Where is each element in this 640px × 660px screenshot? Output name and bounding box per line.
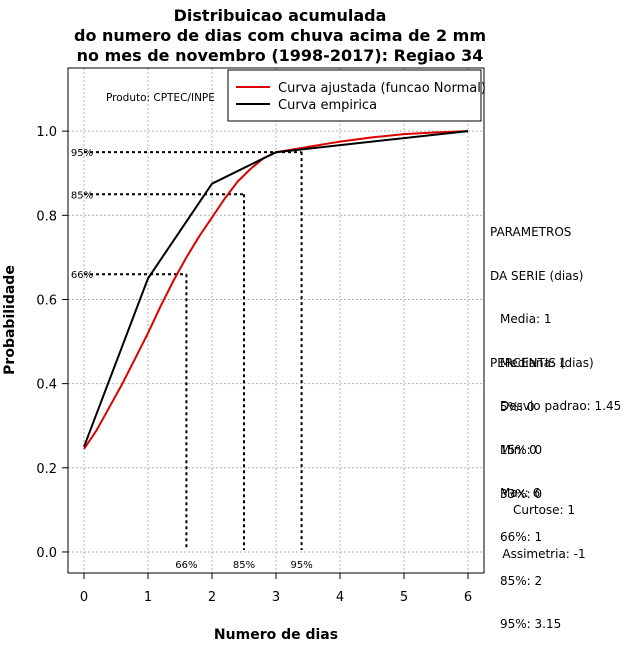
y-tick-label: 1.0: [36, 125, 57, 140]
parameters-heading-1: PARAMETROS: [490, 225, 572, 239]
shape-stats-block: Curtose: 1 Assimetria: -1: [496, 474, 592, 576]
percentile-label-left: 66%: [71, 270, 93, 281]
chart-title: Distribuicao acumulada do numero de dias…: [0, 6, 560, 66]
percentile-label-bottom: 85%: [233, 560, 255, 571]
percentile-label-bottom: 66%: [175, 560, 197, 571]
assimetria-value: Assimetria: -1: [502, 546, 586, 561]
x-axis-label: Numero de dias: [214, 627, 338, 643]
percentile-33: 33%: 0: [500, 486, 543, 501]
percentile-5: 5%: 0: [500, 399, 535, 414]
parameters-block: PARAMETROS DA SERIE (dias) Media: 1 Medi…: [490, 196, 621, 515]
legend-label-empirical: Curva empirica: [278, 98, 377, 113]
param-media: Media: 1: [500, 312, 552, 326]
percentiles-heading: PERCENTIS (dias): [490, 356, 594, 370]
y-tick-label: 0.8: [36, 209, 57, 224]
grid: [68, 68, 484, 573]
legend-box: [227, 69, 482, 122]
title-line-1: Distribuicao acumulada: [173, 6, 387, 25]
fitted-normal-curve: [83, 130, 469, 450]
legend-label-fitted: Curva ajustada (funcao Normal): [278, 81, 486, 96]
percentile-15: 15%: 0: [500, 443, 543, 457]
y-tick-label: 0.6: [36, 293, 57, 308]
axes: 0 1 2 3 4 5 6 0.0 0.2 0.4 0.6 0.8 1.0: [36, 125, 472, 605]
percentile-label-left: 85%: [71, 190, 93, 201]
percentile-95: 95%: 3.15: [500, 617, 562, 631]
percentiles-block: PERCENTIS (dias) 5%: 0 15%: 0 33%: 0 66%…: [490, 327, 594, 646]
percentile-label-left: 95%: [71, 148, 93, 159]
percentile-guides: 66% 66% 85% 85% 95% 95%: [71, 148, 313, 571]
title-line-2: do numero de dias com chuva acima de 2 m…: [74, 26, 486, 45]
x-tick-label: 0: [80, 590, 88, 605]
curtose-value: Curtose: 1: [512, 503, 576, 517]
x-tick-label: 5: [400, 590, 408, 605]
parameters-heading-2: DA SERIE (dias): [490, 268, 584, 283]
x-tick-label: 3: [272, 590, 280, 605]
y-tick-label: 0.4: [36, 378, 57, 393]
param-desvio: Desvio padrao: 1.45: [500, 399, 622, 413]
x-tick-label: 6: [464, 590, 472, 605]
title-line-3: no mes de novembro (1998-2017): Regiao 3…: [76, 46, 484, 65]
empirical-curve: [83, 130, 469, 448]
product-label: Produto: CPTEC/INPE: [106, 92, 215, 104]
y-tick-label: 0.2: [36, 462, 57, 477]
legend: Curva ajustada (funcao Normal) Curva emp…: [227, 69, 486, 122]
series-layer: [83, 130, 469, 450]
x-tick-label: 4: [336, 590, 344, 605]
param-min: Min: 0: [500, 442, 537, 457]
y-axis-label: Probabilidade: [2, 265, 18, 375]
percentile-85: 85%: 2: [500, 573, 543, 588]
param-mediana: Mediana: 1: [500, 355, 567, 370]
param-max: Max: 6: [500, 486, 541, 500]
percentile-66: 66%: 1: [500, 530, 543, 544]
percentile-label-bottom: 95%: [290, 560, 312, 571]
x-tick-label: 1: [144, 590, 152, 605]
x-tick-label: 2: [208, 590, 216, 605]
y-tick-label: 0.0: [36, 546, 57, 561]
